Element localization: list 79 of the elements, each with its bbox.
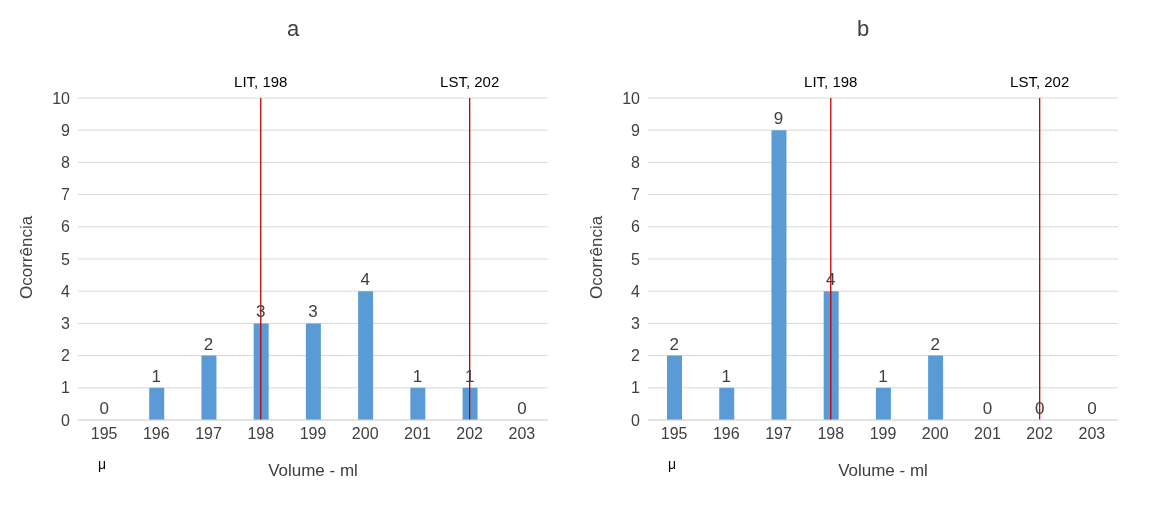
y-tick-label: 7 bbox=[61, 186, 71, 204]
y-tick-label: 8 bbox=[631, 154, 641, 172]
x-tick-label: 197 bbox=[195, 425, 222, 443]
bar bbox=[305, 323, 321, 420]
data-label: 9 bbox=[773, 109, 784, 129]
data-label: 1 bbox=[412, 366, 423, 386]
data-label: 2 bbox=[930, 334, 940, 354]
data-label: 2 bbox=[669, 334, 679, 354]
chart-title: b bbox=[855, 15, 871, 43]
ref-line-label: LIT, 198 bbox=[234, 73, 288, 90]
y-tick-label: 4 bbox=[61, 282, 71, 300]
data-label: 0 bbox=[517, 399, 527, 418]
x-tick-label: 203 bbox=[508, 425, 536, 443]
x-tick-label: 198 bbox=[817, 425, 845, 443]
y-tick-label: 1 bbox=[61, 379, 71, 397]
x-tick-label: 197 bbox=[765, 425, 792, 443]
chart-title: a bbox=[285, 15, 301, 43]
bar bbox=[667, 355, 682, 420]
data-label: 1 bbox=[151, 366, 162, 386]
x-axis-title: Volume - ml bbox=[268, 461, 358, 480]
data-label: 3 bbox=[308, 302, 318, 322]
bar bbox=[875, 387, 891, 420]
y-tick-label: 0 bbox=[631, 411, 641, 429]
y-tick-label: 10 bbox=[622, 89, 641, 107]
x-tick-label: 195 bbox=[660, 425, 688, 443]
x-tick-label: 196 bbox=[142, 425, 170, 443]
y-tick-label: 8 bbox=[61, 154, 71, 172]
x-tick-label: 201 bbox=[974, 425, 1001, 443]
x-tick-label: 200 bbox=[351, 425, 379, 443]
y-tick-label: 2 bbox=[61, 347, 71, 365]
bar bbox=[149, 387, 165, 420]
data-label: 0 bbox=[1087, 399, 1097, 418]
bar bbox=[823, 291, 839, 420]
x-tick-label: 200 bbox=[921, 425, 949, 443]
x-tick-label: 202 bbox=[456, 425, 484, 443]
y-tick-label: 5 bbox=[61, 250, 71, 268]
bar bbox=[928, 355, 944, 420]
y-tick-label: 0 bbox=[61, 411, 71, 429]
data-label: 1 bbox=[878, 366, 888, 386]
x-tick-label: 199 bbox=[299, 425, 327, 443]
bar bbox=[719, 387, 735, 420]
bar bbox=[771, 130, 787, 420]
bar bbox=[462, 387, 478, 420]
x-tick-label: 199 bbox=[869, 425, 897, 443]
bar bbox=[253, 323, 269, 420]
y-tick-label: 1 bbox=[631, 379, 641, 397]
y-tick-label: 9 bbox=[631, 121, 641, 139]
y-tick-label: 2 bbox=[631, 347, 641, 365]
text: μ bbox=[98, 456, 107, 472]
text: μ bbox=[668, 456, 677, 472]
y-tick-label: 6 bbox=[631, 218, 641, 236]
x-tick-label: 198 bbox=[247, 425, 275, 443]
data-label: 4 bbox=[360, 270, 370, 290]
x-tick-label: 203 bbox=[1078, 425, 1106, 443]
y-tick-label: 10 bbox=[52, 89, 71, 107]
x-tick-label: 202 bbox=[1026, 425, 1054, 443]
x-tick-label: 201 bbox=[404, 425, 431, 443]
x-axis-title: Volume - ml bbox=[838, 461, 928, 480]
bar bbox=[358, 291, 374, 420]
data-label: 0 bbox=[99, 399, 109, 418]
y-axis-title: Ocorrência bbox=[17, 215, 37, 299]
bar bbox=[201, 355, 217, 420]
y-tick-label: 6 bbox=[61, 218, 71, 236]
data-label: 2 bbox=[203, 334, 214, 354]
bar bbox=[410, 387, 426, 420]
x-tick-label: 196 bbox=[712, 425, 740, 443]
x-tick-label: 195 bbox=[90, 425, 118, 443]
y-tick-label: 4 bbox=[631, 282, 641, 300]
data-label: 0 bbox=[982, 399, 993, 418]
y-tick-label: 3 bbox=[61, 315, 71, 333]
ref-line-label: LIT, 198 bbox=[804, 73, 858, 90]
y-tick-label: 7 bbox=[631, 186, 641, 204]
y-tick-label: 9 bbox=[61, 121, 71, 139]
data-label: 1 bbox=[721, 366, 732, 386]
ref-line-label: LST, 202 bbox=[440, 73, 500, 90]
y-axis-title: Ocorrência bbox=[587, 215, 607, 299]
y-tick-label: 3 bbox=[631, 315, 641, 333]
ref-line-label: LST, 202 bbox=[1010, 73, 1070, 90]
y-tick-label: 5 bbox=[631, 250, 641, 268]
